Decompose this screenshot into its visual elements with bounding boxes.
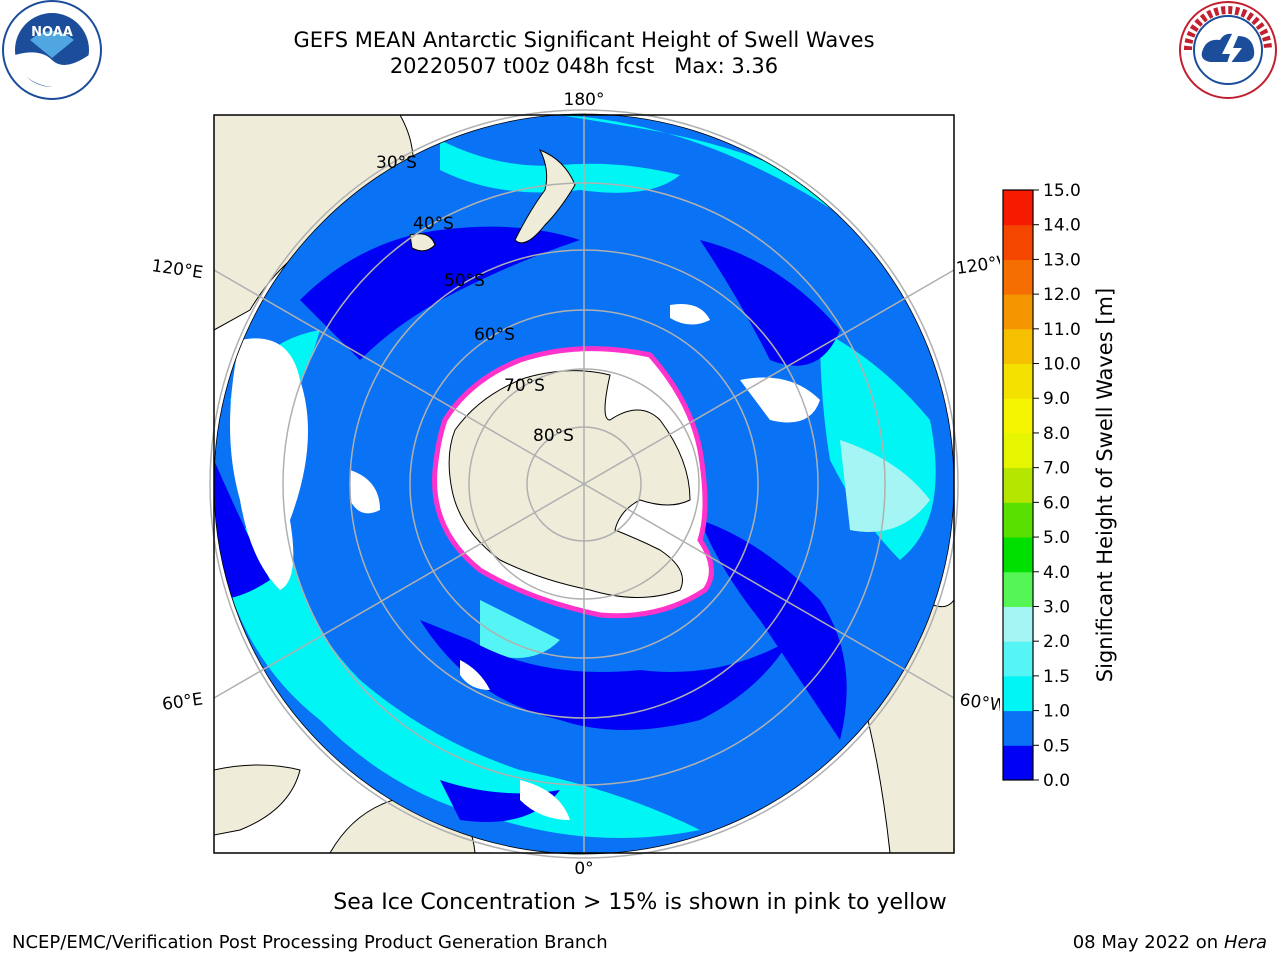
- noaa-logo: NOAA: [2, 0, 102, 100]
- colorbar-swatch: [1003, 606, 1033, 642]
- lat-label-50s: 50°S: [444, 271, 485, 291]
- lat-label-40s: 40°S: [413, 214, 454, 234]
- colorbar-tick-label: 1.5: [1043, 667, 1070, 687]
- footer-host: Hera: [1223, 932, 1267, 953]
- colorbar-tick-label: 5.0: [1043, 528, 1070, 548]
- graticule: [209, 109, 959, 859]
- colorbar-tick-label: 11.0: [1043, 320, 1081, 340]
- colorbar-tick-label: 3.0: [1043, 597, 1070, 617]
- colorbar-swatch: [1003, 537, 1033, 573]
- colorbar-tick-label: 14.0: [1043, 216, 1081, 236]
- map-frame: [213, 114, 955, 854]
- lon-label-180: 180°: [564, 90, 605, 110]
- colorbar-swatch: [1003, 190, 1033, 226]
- polar-map: 180° 120°E 120°W 60°E 60°W 0°: [150, 90, 1000, 879]
- colorbar-swatch: [1003, 641, 1033, 677]
- colorbar-tick-label: 0.0: [1043, 771, 1070, 791]
- colorbar-swatch: [1003, 432, 1033, 469]
- colorbar-swatch: [1003, 363, 1033, 399]
- colorbar-label: Significant Height of Swell Waves [m]: [1093, 288, 1117, 682]
- colorbar-tick-label: 6.0: [1043, 493, 1070, 513]
- colorbar-swatch: [1003, 398, 1033, 434]
- colorbar-swatch: [1003, 710, 1033, 746]
- colorbar-swatches: [1003, 190, 1033, 781]
- page-title: GEFS MEAN Antarctic Significant Height o…: [293, 28, 875, 52]
- colorbar-tick-label: 9.0: [1043, 389, 1070, 409]
- colorbar-swatch: [1003, 294, 1033, 330]
- lon-label-120e: 120°E: [150, 256, 204, 283]
- colorbar-tick-label: 10.0: [1043, 355, 1081, 375]
- colorbar-swatch: [1003, 675, 1033, 712]
- colorbar-ticks: 0.0 0.5 1.0 1.5 2.0 3.0 4.0 5.0 6.0 7.0 8.0 9.0 10.0…: [1033, 181, 1081, 791]
- sea-ice-note: Sea Ice Concentration > 15% is shown in …: [333, 890, 947, 915]
- nws-logo: [1179, 1, 1277, 99]
- colorbar-tick-label: 8.0: [1043, 424, 1070, 444]
- colorbar-tick-label: 15.0: [1043, 181, 1081, 201]
- colorbar-tick-label: 7.0: [1043, 459, 1070, 479]
- land-madagascar: [214, 764, 301, 836]
- colorbar-swatch: [1003, 467, 1033, 503]
- colorbar-tick-label: 0.5: [1043, 736, 1070, 756]
- colorbar-tick-label: 1.0: [1043, 702, 1070, 722]
- colorbar-tick-label: 4.0: [1043, 563, 1070, 583]
- colorbar-tick-label: 12.0: [1043, 285, 1081, 305]
- footer-branch: NCEP/EMC/Verification Post Processing Pr…: [12, 932, 608, 953]
- colorbar-swatch: [1003, 259, 1033, 295]
- lat-label-30s: 30°S: [376, 153, 417, 173]
- noaa-logo-text: NOAA: [31, 25, 73, 40]
- lat-label-60s: 60°S: [474, 325, 515, 345]
- colorbar-swatch: [1003, 571, 1033, 607]
- colorbar-swatch: [1003, 328, 1033, 365]
- lat-label-80s: 80°S: [533, 426, 574, 446]
- lon-label-0: 0°: [574, 859, 593, 879]
- lon-label-60e: 60°E: [161, 689, 204, 714]
- lat-label-70s: 70°S: [504, 376, 545, 396]
- colorbar: 0.0 0.5 1.0 1.5 2.0 3.0 4.0 5.0 6.0 7.0 8.0 9.0 10.0…: [1002, 181, 1117, 791]
- colorbar-tick-label: 13.0: [1043, 250, 1081, 270]
- colorbar-swatch: [1003, 502, 1033, 538]
- colorbar-swatch: [1003, 745, 1033, 781]
- footer-date: 08 May 2022 on Hera: [1073, 932, 1267, 953]
- land-antarctica: [448, 370, 691, 598]
- colorbar-tick-label: 2.0: [1043, 632, 1070, 652]
- forecast-info: 20220507 t00z 048h fcst Max: 3.36: [389, 54, 779, 78]
- colorbar-swatch: [1003, 224, 1033, 260]
- footer-date-text: 08 May 2022 on: [1072, 932, 1219, 953]
